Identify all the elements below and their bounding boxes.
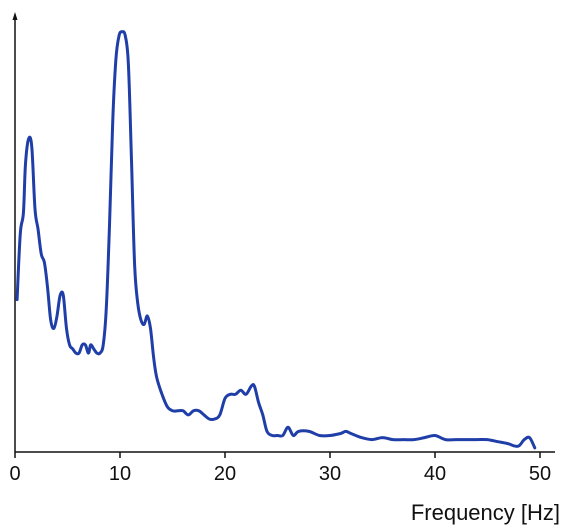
axes — [12, 12, 555, 453]
x-tick-label-30: 30 — [319, 463, 341, 485]
series-line-0 — [15, 30, 537, 450]
y-axis-arrow — [12, 12, 18, 20]
x-tick-label-50: 50 — [529, 463, 551, 485]
x-tick-label-0: 0 — [9, 463, 20, 485]
x-ticks: 0 10 20 30 40 50 — [9, 452, 551, 485]
x-axis-title: Frequency [Hz] — [411, 500, 560, 525]
x-tick-label-20: 20 — [214, 463, 236, 485]
x-tick-label-40: 40 — [424, 463, 446, 485]
x-tick-label-10: 10 — [109, 463, 131, 485]
series-group — [15, 30, 537, 450]
